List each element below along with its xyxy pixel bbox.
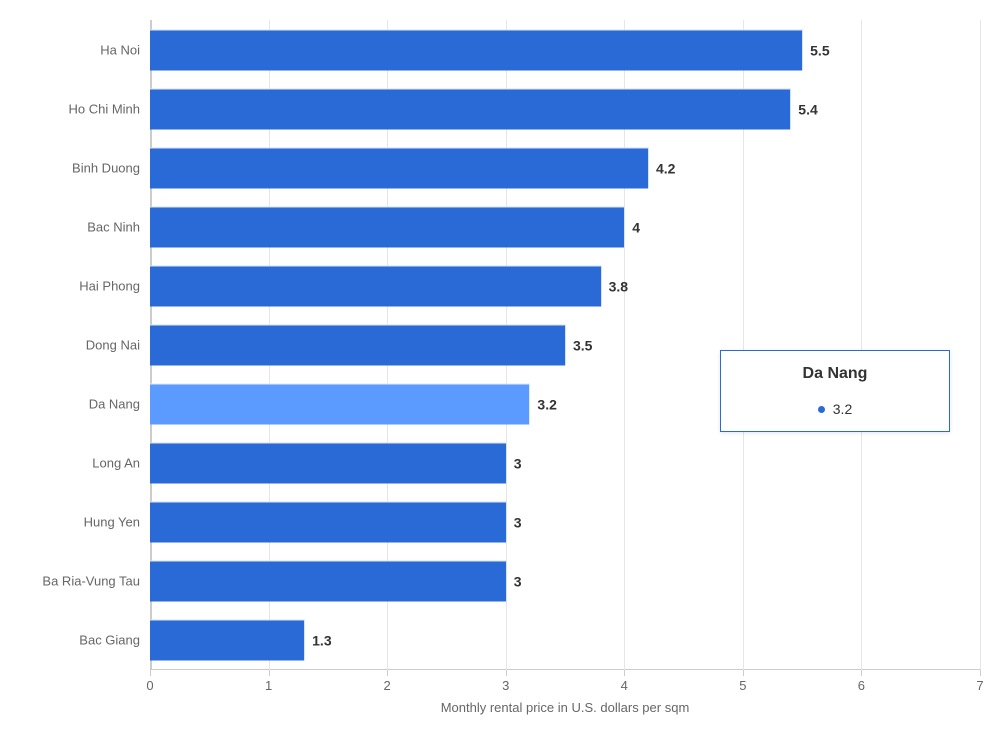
y-tick-label: Hai Phong — [79, 278, 150, 293]
tooltip-row: 3.2 — [743, 401, 927, 417]
x-tick-label: 1 — [265, 678, 272, 693]
x-axis-title: Monthly rental price in U.S. dollars per… — [441, 700, 690, 715]
bar[interactable]: 3.2 — [150, 384, 530, 425]
plot-area: Ha Noi5.5Ho Chi Minh5.4Binh Duong4.2Bac … — [150, 20, 980, 670]
x-tick-label: 5 — [739, 678, 746, 693]
bar[interactable]: 5.5 — [150, 29, 803, 70]
x-tick-label: 7 — [976, 678, 983, 693]
bar-value-label: 3 — [506, 574, 522, 590]
y-tick-label: Bac Giang — [79, 633, 150, 648]
x-tick-label: 4 — [621, 678, 628, 693]
x-tick — [743, 670, 744, 676]
x-tick — [624, 670, 625, 676]
x-tick-label: 6 — [858, 678, 865, 693]
y-tick-label: Ha Noi — [100, 42, 150, 57]
x-tick — [269, 670, 270, 676]
y-tick-label: Ho Chi Minh — [68, 101, 150, 116]
chart-tooltip: Da Nang 3.2 — [720, 350, 950, 432]
x-tick-label: 3 — [502, 678, 509, 693]
y-tick-label: Bac Ninh — [87, 219, 150, 234]
gridline — [861, 20, 862, 670]
bar[interactable]: 3.5 — [150, 325, 566, 366]
bar[interactable]: 1.3 — [150, 620, 305, 661]
bar[interactable]: 3 — [150, 502, 507, 543]
rental-price-bar-chart: Ha Noi5.5Ho Chi Minh5.4Binh Duong4.2Bac … — [0, 0, 1000, 750]
bar[interactable]: 3 — [150, 561, 507, 602]
bar[interactable]: 5.4 — [150, 88, 791, 129]
y-tick-label: Da Nang — [89, 397, 150, 412]
y-tick-label: Binh Duong — [72, 160, 150, 175]
bar[interactable]: 4.2 — [150, 147, 649, 188]
x-tick-label: 2 — [384, 678, 391, 693]
bar-value-label: 3.2 — [529, 397, 556, 413]
tooltip-title: Da Nang — [743, 365, 927, 383]
y-tick-label: Ba Ria-Vung Tau — [42, 574, 150, 589]
x-tick — [387, 670, 388, 676]
x-tick — [980, 670, 981, 676]
y-tick-label: Long An — [92, 456, 150, 471]
bar-value-label: 5.5 — [802, 42, 829, 58]
bar[interactable]: 3 — [150, 443, 507, 484]
x-tick — [150, 670, 151, 676]
x-tick — [861, 670, 862, 676]
bar[interactable]: 3.8 — [150, 265, 602, 306]
bar-value-label: 4.2 — [648, 160, 675, 176]
bar-value-label: 3 — [506, 456, 522, 472]
tooltip-series-dot-icon — [818, 406, 825, 413]
bar-value-label: 4 — [624, 219, 640, 235]
bar-value-label: 1.3 — [304, 633, 331, 649]
y-tick-label: Hung Yen — [84, 515, 150, 530]
x-axis-line — [150, 669, 980, 670]
gridline — [980, 20, 981, 670]
x-tick-label: 0 — [146, 678, 153, 693]
bar-value-label: 3 — [506, 515, 522, 531]
bar[interactable]: 4 — [150, 206, 625, 247]
bar-value-label: 3.8 — [601, 278, 628, 294]
x-tick — [506, 670, 507, 676]
bar-value-label: 5.4 — [790, 101, 817, 117]
tooltip-value: 3.2 — [833, 401, 852, 417]
bar-value-label: 3.5 — [565, 338, 592, 354]
y-tick-label: Dong Nai — [86, 338, 150, 353]
